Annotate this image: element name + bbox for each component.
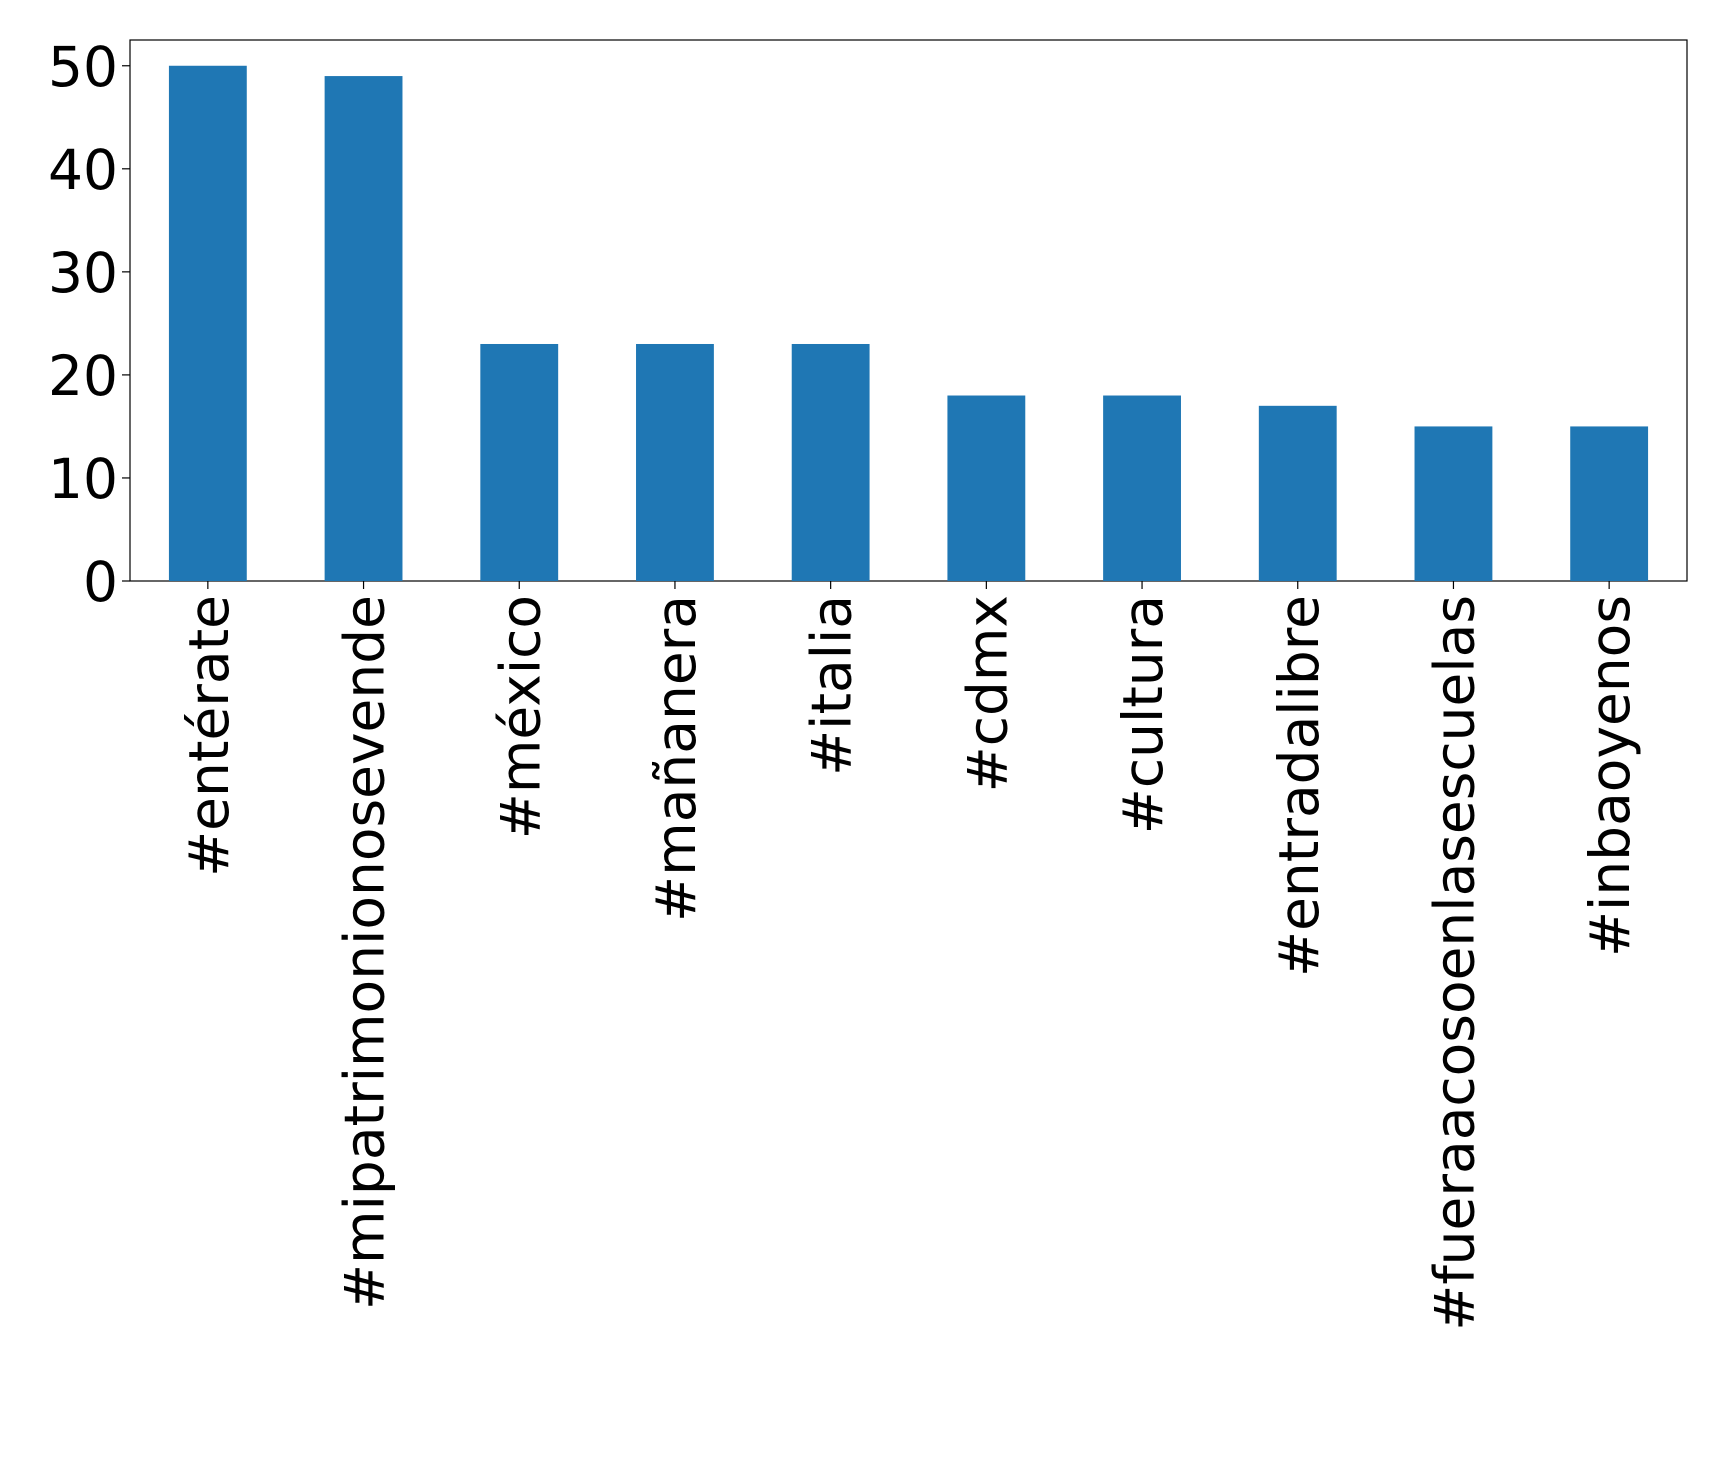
x-tick-label: #entérate <box>177 595 241 877</box>
bar <box>1570 426 1649 581</box>
y-tick-label: 0 <box>83 550 118 614</box>
bar <box>1414 426 1493 581</box>
y-tick-label: 20 <box>48 344 118 408</box>
bar <box>636 343 714 581</box>
bar <box>168 65 247 581</box>
bar <box>1103 395 1181 581</box>
x-tick-label: #cdmx <box>955 595 1019 792</box>
x-tick-label: #mañanera <box>644 595 708 922</box>
x-tick-label: #entradalibre <box>1267 595 1331 977</box>
x-tick-label: #inbaoyenos <box>1578 595 1642 957</box>
bar <box>324 76 403 582</box>
y-tick-label: 50 <box>48 35 118 99</box>
bar <box>1258 405 1337 581</box>
y-tick-label: 40 <box>48 138 118 202</box>
bar <box>791 343 870 581</box>
x-tick-label: #italia <box>800 595 864 776</box>
axes-frame <box>129 39 1688 582</box>
x-tick-label: #méxico <box>488 595 552 839</box>
bar <box>480 343 559 581</box>
y-tick-label: 30 <box>48 241 118 305</box>
x-tick-label: #mipatrimonionosevende <box>333 595 397 1310</box>
y-tick-label: 10 <box>48 447 118 511</box>
x-tick-label: #cultura <box>1111 595 1175 834</box>
x-tick-label: #fueraacosoenlasescuelas <box>1422 595 1486 1331</box>
bar <box>947 395 1026 581</box>
